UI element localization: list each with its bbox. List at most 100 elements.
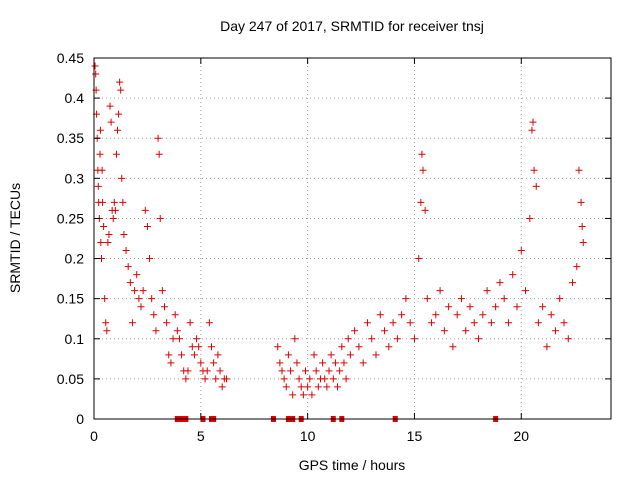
data-point bbox=[423, 295, 431, 303]
data-point bbox=[314, 383, 322, 391]
data-point bbox=[340, 359, 348, 367]
data-point bbox=[532, 182, 540, 190]
data-point bbox=[154, 134, 162, 142]
data-point bbox=[167, 359, 175, 367]
y-tick-label: 0.25 bbox=[57, 210, 84, 226]
data-point bbox=[97, 239, 105, 247]
tick-labels: 0 0.05 0.1 0.15 0.2 0.25 0.3 0.35 0.4 0.45 0 5 10 15 2… bbox=[57, 50, 530, 444]
data-point bbox=[344, 335, 352, 343]
data-point bbox=[421, 206, 429, 214]
data-point bbox=[526, 214, 534, 222]
data-point bbox=[363, 319, 371, 327]
data-point bbox=[338, 343, 346, 351]
data-point bbox=[564, 335, 572, 343]
y-tick-label: 0.05 bbox=[57, 371, 84, 387]
data-point bbox=[547, 311, 555, 319]
data-point bbox=[321, 375, 329, 383]
data-point bbox=[137, 303, 145, 311]
y-tick-label: 0.45 bbox=[57, 50, 84, 66]
grid-lines bbox=[94, 58, 611, 419]
data-point bbox=[175, 335, 183, 343]
chart-title: Day 247 of 2017, SRMTID for receiver tns… bbox=[220, 18, 484, 34]
y-axis-label: SRMTID / TECUs bbox=[7, 183, 23, 293]
data-point bbox=[91, 62, 99, 70]
data-point bbox=[173, 327, 181, 335]
data-point bbox=[342, 375, 350, 383]
data-point bbox=[402, 295, 410, 303]
data-point bbox=[210, 359, 218, 367]
data-point bbox=[310, 351, 318, 359]
data-point bbox=[197, 359, 205, 367]
data-point bbox=[496, 279, 504, 287]
data-point bbox=[143, 222, 151, 230]
y-tick-label: 0.4 bbox=[65, 90, 85, 106]
data-point bbox=[289, 391, 297, 399]
data-point bbox=[184, 367, 192, 375]
data-point bbox=[319, 359, 327, 367]
data-point bbox=[323, 383, 331, 391]
x-tick-label: 0 bbox=[90, 428, 98, 444]
data-point bbox=[504, 319, 512, 327]
data-point bbox=[529, 118, 537, 126]
data-point bbox=[112, 150, 120, 158]
data-point bbox=[94, 182, 102, 190]
data-point bbox=[171, 311, 179, 319]
data-point bbox=[419, 166, 427, 174]
data-point bbox=[327, 351, 335, 359]
data-point bbox=[135, 295, 143, 303]
data-point bbox=[131, 287, 139, 295]
data-point bbox=[163, 319, 171, 327]
data-point bbox=[186, 319, 194, 327]
data-point bbox=[385, 343, 393, 351]
data-point bbox=[195, 343, 203, 351]
data-point bbox=[205, 319, 213, 327]
data-point bbox=[119, 198, 127, 206]
data-point bbox=[329, 375, 337, 383]
axis-ticks bbox=[93, 57, 611, 420]
data-point bbox=[284, 351, 292, 359]
data-point bbox=[376, 311, 384, 319]
data-point bbox=[432, 311, 440, 319]
data-point bbox=[312, 367, 320, 375]
data-point bbox=[483, 287, 491, 295]
data-point bbox=[569, 279, 577, 287]
y-tick-label: 0.3 bbox=[65, 170, 85, 186]
data-point bbox=[355, 343, 363, 351]
data-point bbox=[418, 150, 426, 158]
y-tick-label: 0.1 bbox=[65, 331, 85, 347]
data-point bbox=[440, 327, 448, 335]
data-point bbox=[146, 255, 154, 263]
data-point bbox=[165, 351, 173, 359]
data-point bbox=[299, 391, 307, 399]
data-point bbox=[534, 319, 542, 327]
data-point bbox=[560, 319, 568, 327]
data-point bbox=[133, 271, 141, 279]
data-point bbox=[573, 263, 581, 271]
data-point bbox=[280, 375, 288, 383]
data-point bbox=[188, 343, 196, 351]
data-point bbox=[513, 303, 521, 311]
data-point bbox=[539, 303, 547, 311]
data-point bbox=[509, 271, 517, 279]
data-point bbox=[470, 319, 478, 327]
data-point bbox=[487, 319, 495, 327]
data-point bbox=[107, 118, 115, 126]
data-point bbox=[276, 359, 284, 367]
data-point bbox=[99, 198, 107, 206]
data-point bbox=[203, 367, 211, 375]
x-tick-label: 10 bbox=[300, 428, 316, 444]
data-point bbox=[122, 247, 130, 255]
data-point bbox=[556, 295, 564, 303]
data-point bbox=[551, 327, 559, 335]
data-point bbox=[304, 383, 312, 391]
data-point bbox=[148, 295, 156, 303]
data-point bbox=[479, 311, 487, 319]
data-point bbox=[528, 126, 536, 134]
data-point bbox=[287, 367, 295, 375]
x-tick-label: 5 bbox=[197, 428, 205, 444]
data-point bbox=[389, 319, 397, 327]
data-point bbox=[351, 327, 359, 335]
data-point bbox=[445, 303, 453, 311]
